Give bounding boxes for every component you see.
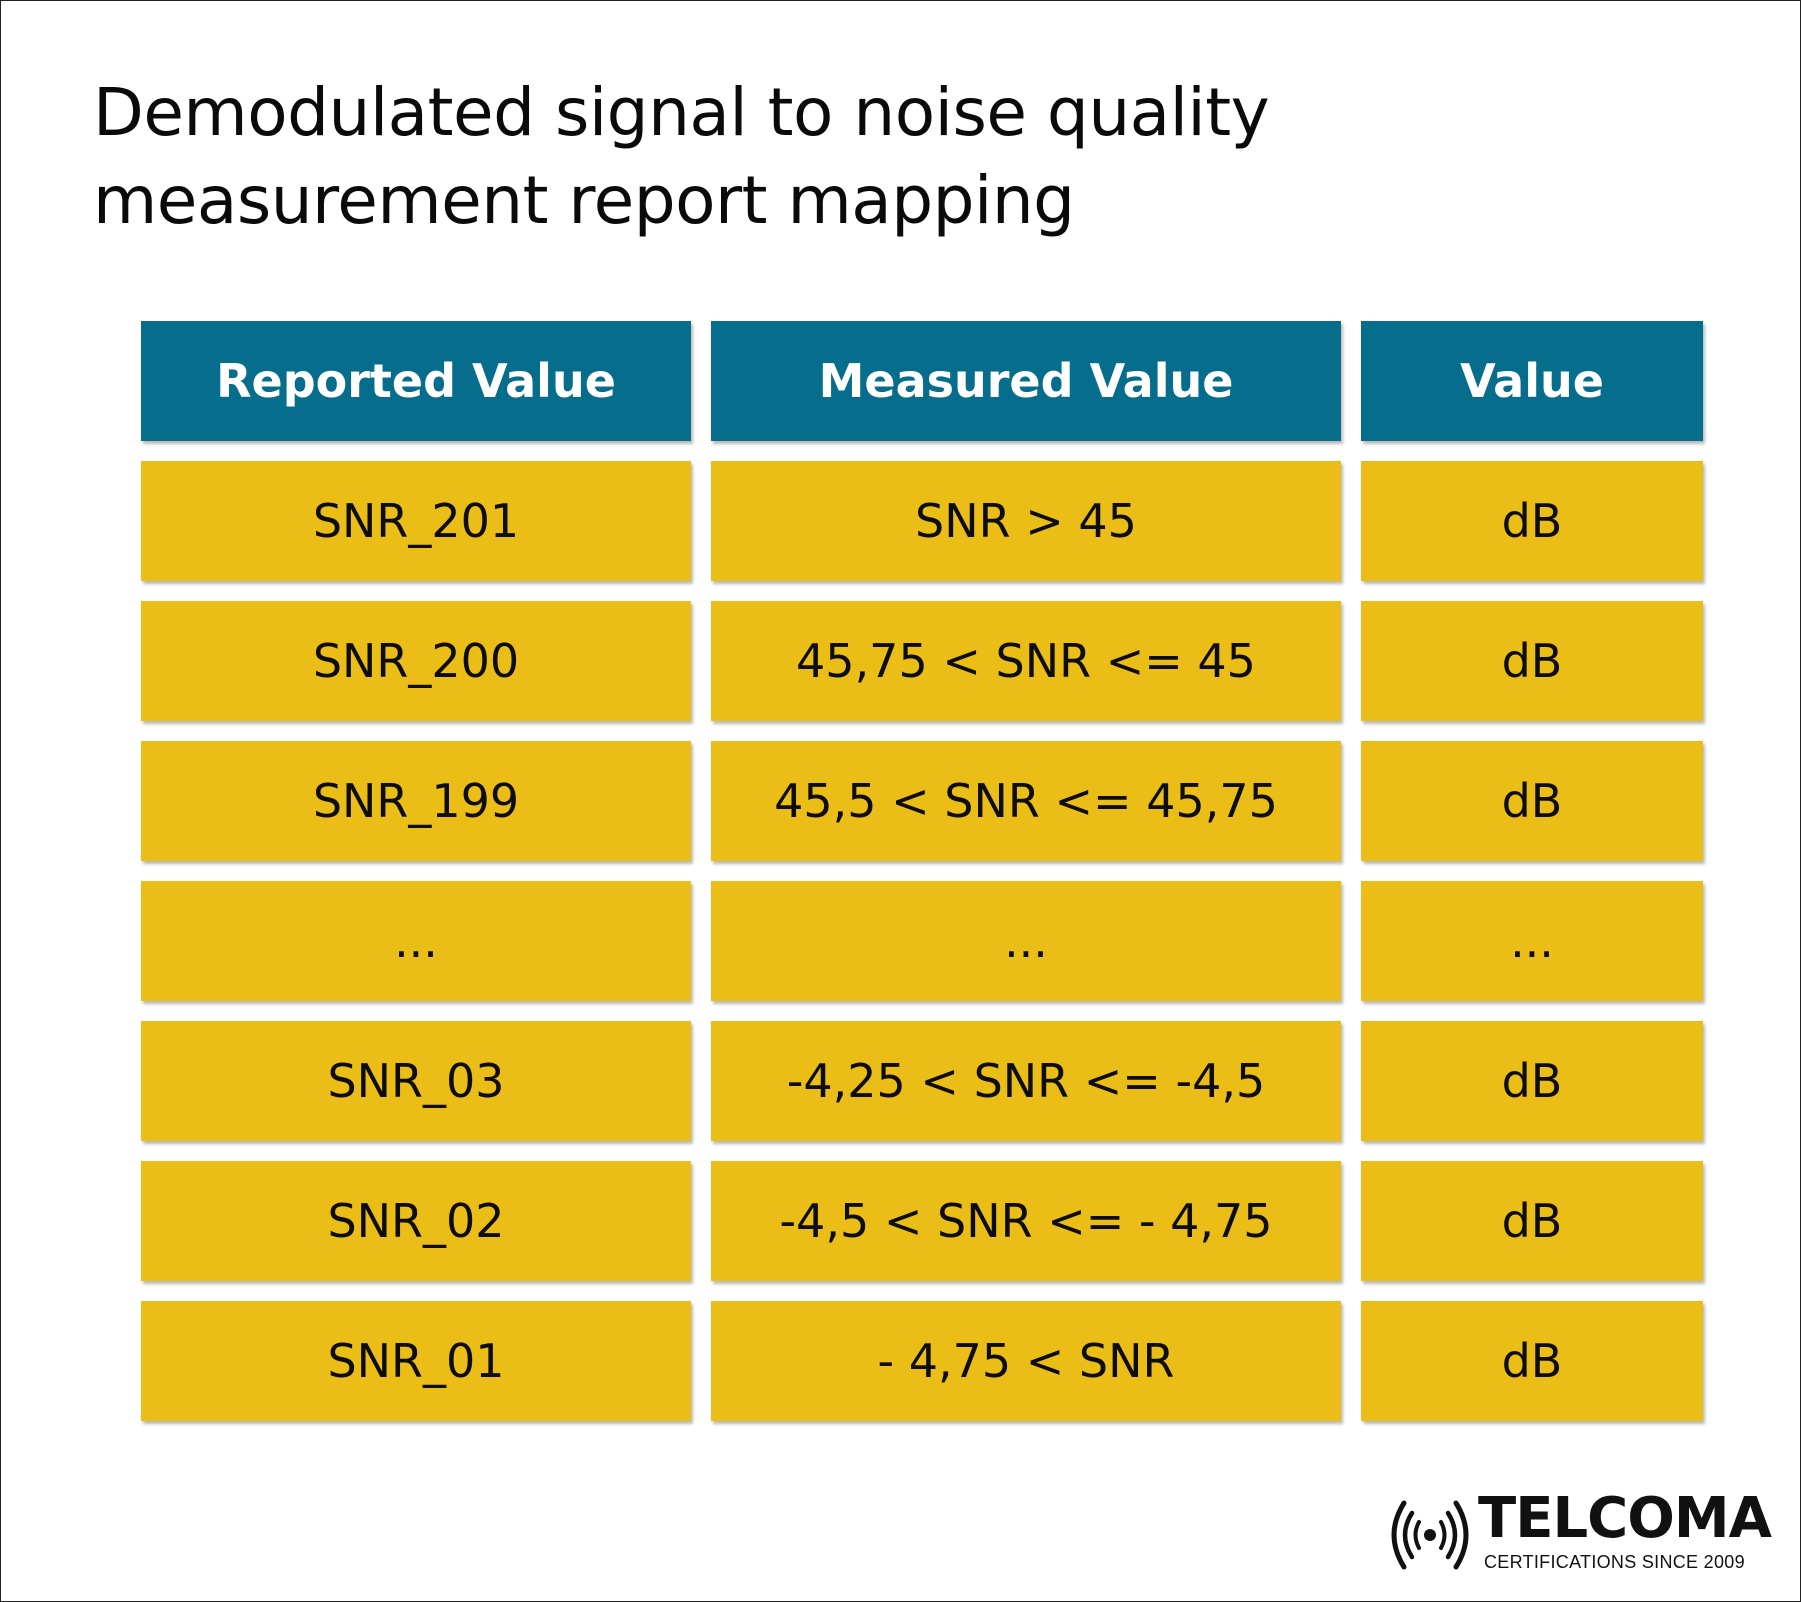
reported-value-cell: ...: [141, 881, 691, 1001]
unit-cell: dB: [1361, 1161, 1703, 1281]
header-reported-value: Reported Value: [141, 321, 691, 441]
measured-value-cell: -4,5 < SNR <= - 4,75: [711, 1161, 1341, 1281]
table-row: ... ... ...: [141, 881, 1703, 1001]
table-header-row: Reported Value Measured Value Value: [141, 321, 1703, 441]
table-row: SNR_201 SNR > 45 dB: [141, 461, 1703, 581]
title-line-2: measurement report mapping: [93, 162, 1075, 239]
unit-cell: dB: [1361, 1301, 1703, 1421]
measured-value-cell: - 4,75 < SNR: [711, 1301, 1341, 1421]
mapping-table: Reported Value Measured Value Value SNR_…: [141, 321, 1703, 1441]
logo-tagline: CERTIFICATIONS SINCE 2009: [1484, 1552, 1745, 1572]
unit-cell: dB: [1361, 601, 1703, 721]
measured-value-cell: 45,75 < SNR <= 45: [711, 601, 1341, 721]
table-row: SNR_200 45,75 < SNR <= 45 dB: [141, 601, 1703, 721]
reported-value-cell: SNR_199: [141, 741, 691, 861]
unit-cell: dB: [1361, 461, 1703, 581]
measured-value-cell: 45,5 < SNR <= 45,75: [711, 741, 1341, 861]
reported-value-cell: SNR_01: [141, 1301, 691, 1421]
table-row: SNR_01 - 4,75 < SNR dB: [141, 1301, 1703, 1421]
reported-value-cell: SNR_200: [141, 601, 691, 721]
table-row: SNR_03 -4,25 < SNR <= -4,5 dB: [141, 1021, 1703, 1141]
table-body: SNR_201 SNR > 45 dB SNR_200 45,75 < SNR …: [141, 461, 1703, 1421]
measured-value-cell: SNR > 45: [711, 461, 1341, 581]
unit-cell: dB: [1361, 741, 1703, 861]
unit-cell: dB: [1361, 1021, 1703, 1141]
reported-value-cell: SNR_03: [141, 1021, 691, 1141]
header-measured-value: Measured Value: [711, 321, 1341, 441]
measured-value-cell: -4,25 < SNR <= -4,5: [711, 1021, 1341, 1141]
unit-cell: ...: [1361, 881, 1703, 1001]
reported-value-cell: SNR_02: [141, 1161, 691, 1281]
measured-value-cell: ...: [711, 881, 1341, 1001]
table-row: SNR_199 45,5 < SNR <= 45,75 dB: [141, 741, 1703, 861]
table-row: SNR_02 -4,5 < SNR <= - 4,75 dB: [141, 1161, 1703, 1281]
logo-name: TELCOMA: [1478, 1486, 1772, 1551]
telcoma-logo: TELCOMA CERTIFICATIONS SINCE 2009: [1378, 1489, 1778, 1575]
reported-value-cell: SNR_201: [141, 461, 691, 581]
broadcast-signal-icon: [1391, 1500, 1469, 1570]
page-title: Demodulated signal to noise quality meas…: [93, 69, 1593, 245]
header-value: Value: [1361, 321, 1703, 441]
title-line-1: Demodulated signal to noise quality: [93, 74, 1270, 151]
